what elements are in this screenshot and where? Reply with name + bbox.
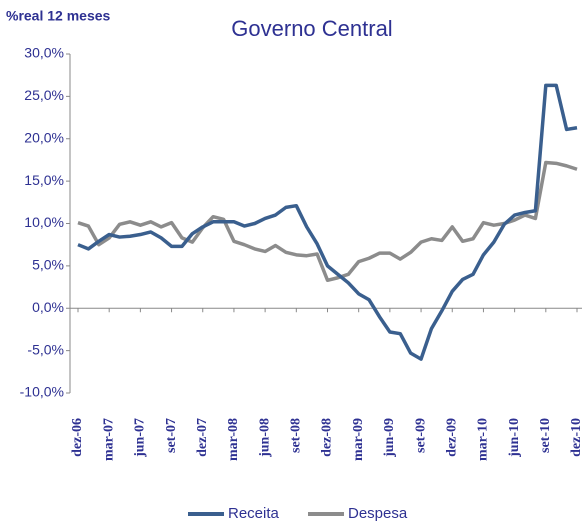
x-tick-label: jun-10 [507,418,522,458]
x-tick-label: jun-07 [133,418,148,458]
x-tick-label: dez-08 [320,418,335,457]
x-tick-label: mar-10 [476,418,491,461]
chart-title: Governo Central [231,16,392,41]
x-tick-label: dez-06 [70,418,85,457]
y-tick-label: 25,0% [24,87,64,103]
legend-label: Despesa [348,505,408,522]
y-tick-label: 15,0% [24,172,64,188]
series-line [77,83,578,361]
y-axis-label: %real 12 meses [6,8,111,24]
x-tick-label: dez-10 [569,418,584,457]
x-tick-label: mar-07 [101,418,116,461]
y-tick-label: -10,0% [20,384,64,400]
x-tick-label: set-09 [413,418,428,453]
x-tick-label: jun-08 [257,418,272,458]
x-tick-label: dez-07 [195,418,210,457]
x-tick-label: set-10 [538,418,553,453]
series-line [77,160,578,283]
x-tick-label: set-07 [164,418,179,453]
x-tick-label: mar-08 [226,418,241,461]
x-tick-label: mar-09 [351,418,366,461]
y-tick-label: 5,0% [32,257,64,273]
x-tick-label: set-08 [289,418,304,453]
y-tick-label: 0,0% [32,299,64,315]
y-tick-label: 10,0% [24,214,64,230]
x-tick-label: dez-09 [444,418,459,457]
y-tick-label: 30,0% [24,45,64,61]
y-tick-label: -5,0% [27,341,64,357]
y-tick-label: 20,0% [24,129,64,145]
x-tick-label: jun-09 [382,418,397,458]
legend-label: Receita [228,505,280,522]
